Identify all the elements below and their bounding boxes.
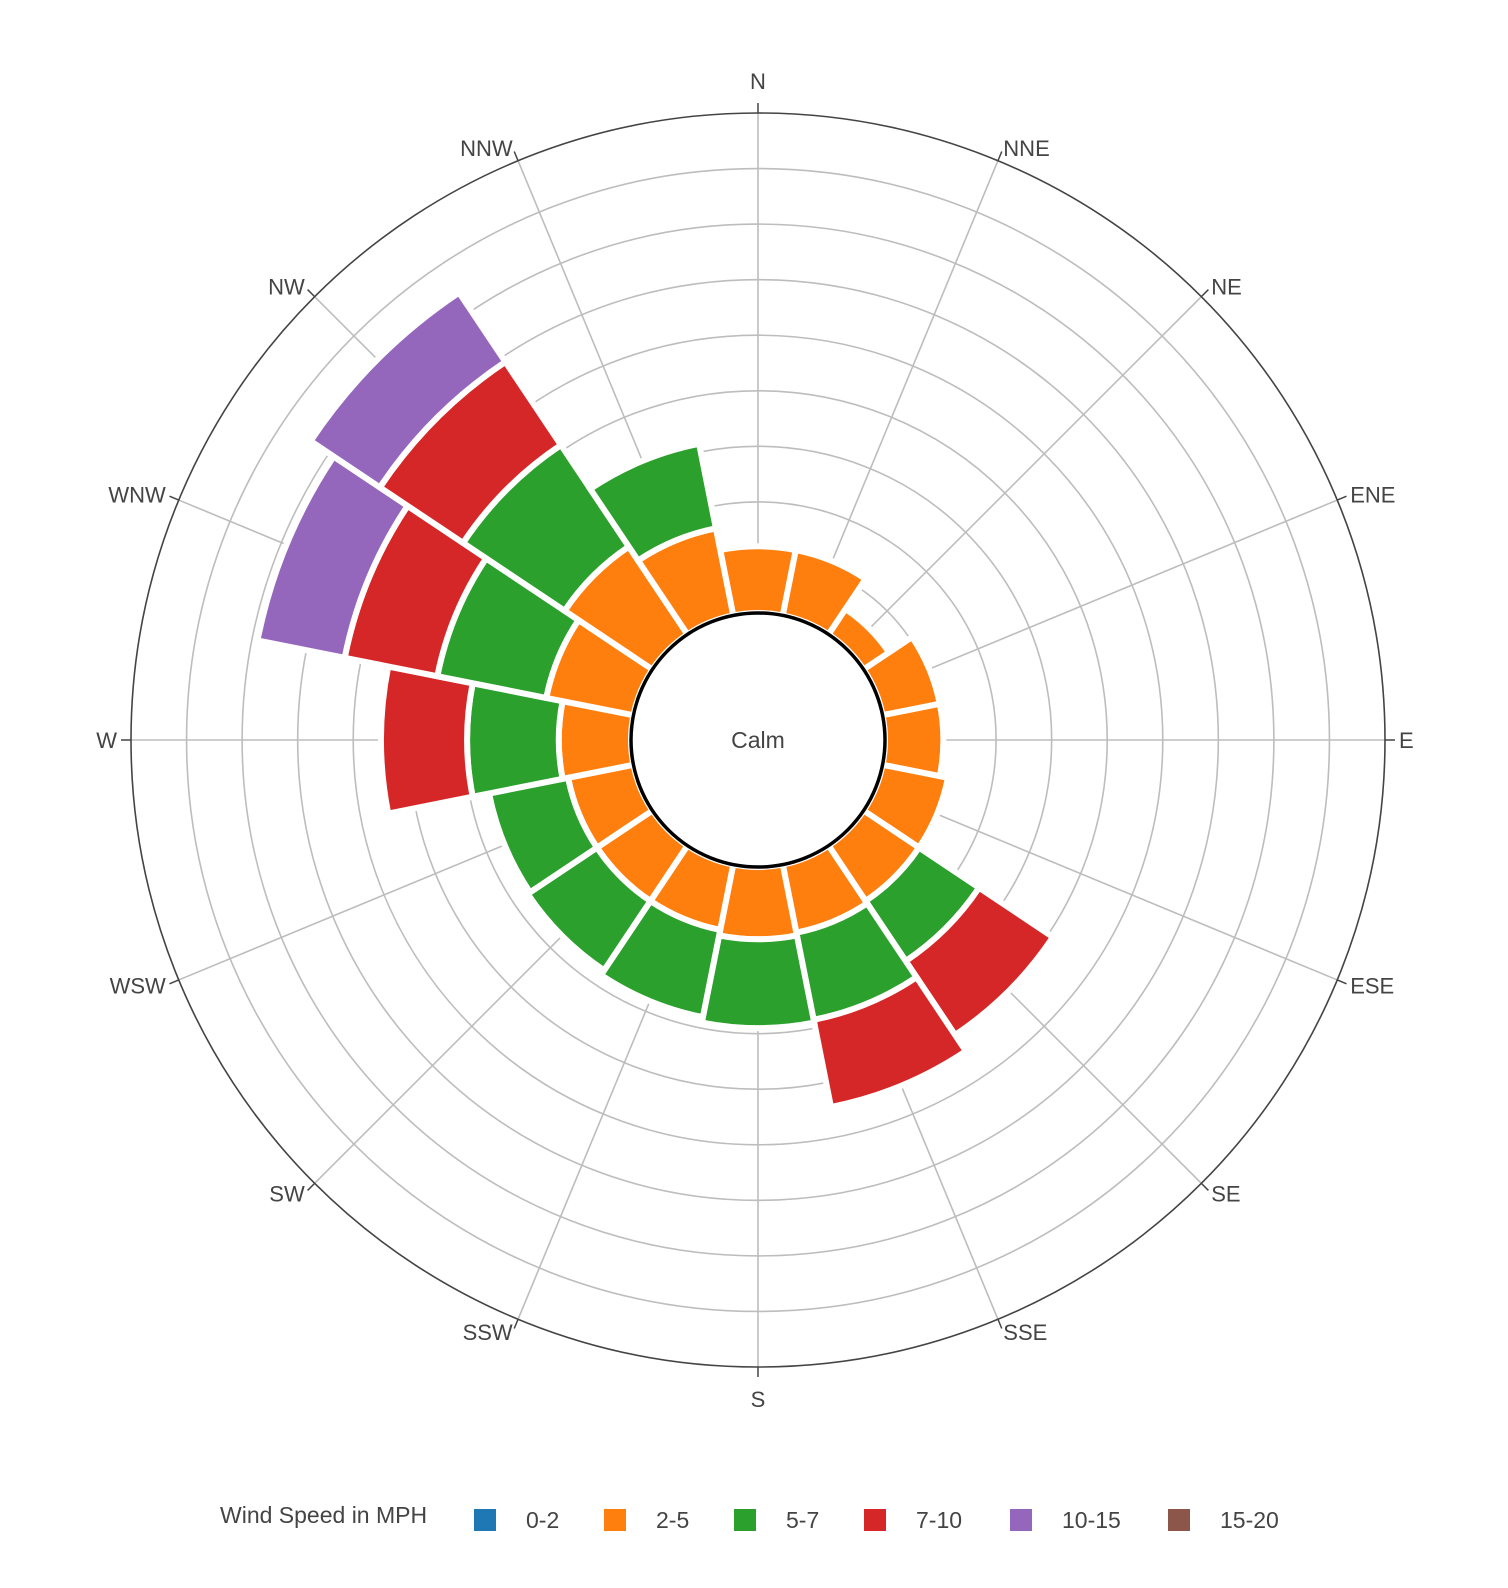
direction-label-sse: SSE xyxy=(1003,1320,1047,1345)
grid-spoke xyxy=(805,160,999,623)
direction-label-se: SE xyxy=(1211,1181,1240,1206)
legend-swatch xyxy=(734,1509,756,1531)
axis-tick xyxy=(997,151,1003,162)
axis-tick xyxy=(169,979,180,985)
legend-item-2-5[interactable]: 2-5 xyxy=(604,1506,689,1534)
axis-tick xyxy=(513,151,519,162)
legend-swatch xyxy=(1168,1509,1190,1531)
direction-labels: N NNE NE ENE E ESE SE SSE S SSW SW WSW W WNW NW NNW xyxy=(96,69,1413,1412)
direction-label-w: W xyxy=(96,728,117,753)
grid-spoke xyxy=(847,296,1202,651)
direction-label-ene: ENE xyxy=(1350,483,1395,508)
axis-tick xyxy=(1200,1182,1209,1191)
wind-rose-chart: Calm N NNE NE ENE E ESE SE SSE S SSW SW WSW W WNW NW NN… xyxy=(96,69,1413,1412)
axis-tick xyxy=(307,1182,316,1191)
legend-label: 2-5 xyxy=(656,1506,690,1533)
bar-sse-7-10 xyxy=(810,973,971,1111)
direction-label-nne: NNE xyxy=(1003,136,1049,161)
direction-label-ne: NE xyxy=(1211,275,1242,300)
direction-label-nnw: NNW xyxy=(460,136,513,161)
bar-w-7-10 xyxy=(378,662,477,818)
legend-label: 15-20 xyxy=(1220,1506,1279,1533)
legend-swatch xyxy=(864,1509,886,1531)
axis-tick xyxy=(513,1318,519,1329)
legend-label: 5-7 xyxy=(786,1506,820,1533)
bar-nw-10-15 xyxy=(306,288,510,492)
center-label: Calm xyxy=(731,727,785,753)
direction-label-nw: NW xyxy=(268,275,305,300)
axis-tick xyxy=(997,1318,1003,1329)
bar-ssw-5-7 xyxy=(596,896,724,1021)
legend-label: 0-2 xyxy=(526,1506,560,1533)
bar-s-5-7 xyxy=(698,931,818,1032)
direction-label-e: E xyxy=(1399,728,1414,753)
legend-item-0-2[interactable]: 0-2 xyxy=(474,1506,559,1534)
legend: 0-2 2-5 5-7 7-10 10-15 15-20 xyxy=(0,1500,1508,1560)
axis-tick xyxy=(1336,495,1347,501)
legend-item-5-7[interactable]: 5-7 xyxy=(734,1506,819,1534)
axis-tick xyxy=(169,495,180,501)
legend-label: 7-10 xyxy=(916,1506,963,1533)
direction-label-wnw: WNW xyxy=(108,483,166,508)
legend-label: 10-15 xyxy=(1062,1506,1121,1533)
axis-tick xyxy=(1336,979,1347,985)
legend-item-7-10[interactable]: 7-10 xyxy=(864,1506,962,1534)
legend-swatch xyxy=(474,1509,496,1531)
direction-label-s: S xyxy=(751,1387,766,1412)
axis-tick xyxy=(307,289,316,298)
grid-spoke xyxy=(875,787,1338,981)
outer-axis-circle xyxy=(130,112,1386,1368)
bar-nnw-5-7 xyxy=(586,440,720,565)
calm-circle xyxy=(629,611,887,869)
legend-title: Wind Speed in MPH xyxy=(220,1502,428,1528)
legend-item-15-20[interactable]: 15-20 xyxy=(1168,1506,1279,1534)
legend-swatch xyxy=(1010,1509,1032,1531)
direction-label-ssw: SSW xyxy=(463,1320,513,1345)
legend-swatch xyxy=(604,1509,626,1531)
grid-spoke xyxy=(875,499,1338,693)
axis-tick xyxy=(1200,289,1209,298)
direction-label-ese: ESE xyxy=(1350,973,1394,998)
direction-label-n: N xyxy=(750,69,766,94)
legend-item-10-15[interactable]: 10-15 xyxy=(1010,1506,1121,1534)
direction-label-wsw: WSW xyxy=(110,973,166,998)
center-hole: Calm xyxy=(629,611,887,869)
direction-label-sw: SW xyxy=(269,1181,305,1206)
